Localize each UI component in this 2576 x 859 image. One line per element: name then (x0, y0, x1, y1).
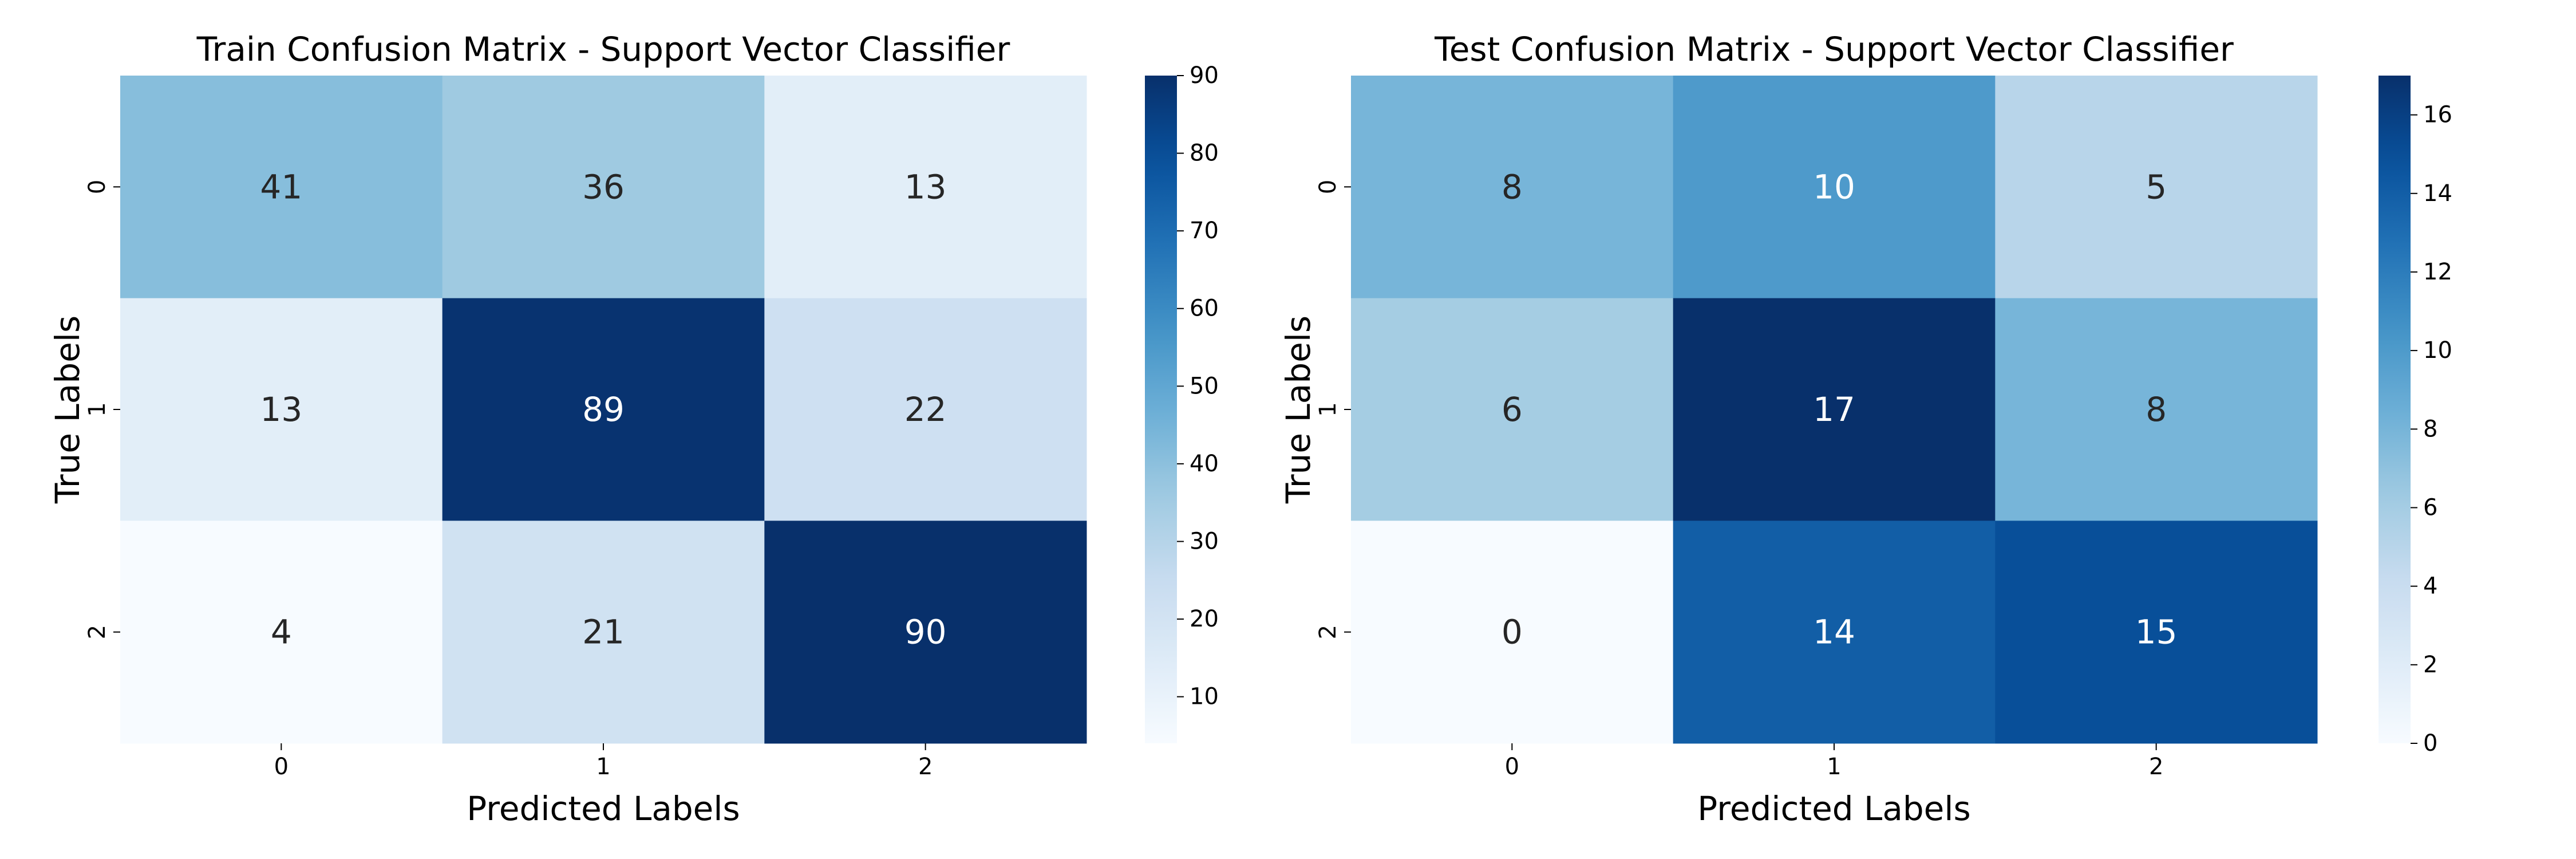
heatmap-cell (442, 298, 765, 521)
cell-value-label: 13 (904, 167, 947, 206)
chart-title: Test Confusion Matrix - Support Vector C… (1434, 30, 2234, 69)
cell-value-label: 89 (582, 390, 625, 429)
chart-title: Train Confusion Matrix - Support Vector … (196, 30, 1010, 69)
cell-value-label: 36 (582, 167, 625, 206)
heatmap-cell (1673, 521, 1996, 744)
colorbar (2379, 76, 2411, 743)
y-tick-label: 2 (1315, 625, 1341, 639)
x-tick-label: 2 (918, 754, 933, 780)
heatmap-cell (764, 298, 1087, 521)
colorbar-tick-label: 90 (1190, 62, 1219, 89)
colorbar-tick-label: 10 (2423, 337, 2452, 364)
colorbar-tick-label: 70 (1190, 218, 1219, 244)
heatmap-cell (1995, 298, 2318, 521)
cell-value-label: 14 (1813, 613, 1855, 652)
cell-value-label: 4 (271, 613, 292, 652)
heatmap-cell (120, 521, 443, 744)
cell-value-label: 22 (904, 390, 947, 429)
colorbar-tick-label: 50 (1190, 373, 1219, 399)
colorbar-tick-label: 60 (1190, 295, 1219, 322)
colorbar (1145, 76, 1177, 743)
x-axis-label: Predicted Labels (1697, 789, 1970, 828)
heatmap-cell (120, 298, 443, 521)
heatmap-cell (1351, 298, 1674, 521)
cell-value-label: 5 (2146, 167, 2167, 206)
heatmap-cell (1673, 298, 1996, 521)
heatmap-cell (764, 76, 1087, 299)
heatmap-cell (120, 76, 443, 299)
colorbar-tick-label: 2 (2423, 652, 2437, 678)
y-tick-label: 0 (84, 180, 110, 194)
cell-value-label: 21 (582, 613, 625, 652)
heatmap-cell (1351, 521, 1674, 744)
heatmap-cell (1673, 76, 1996, 299)
cell-value-label: 41 (260, 167, 302, 206)
y-tick-label: 1 (1315, 402, 1341, 416)
y-tick-label: 2 (84, 625, 110, 639)
heatmap-cell (1995, 76, 2318, 299)
cell-value-label: 17 (1813, 390, 1855, 429)
colorbar-tick-label: 0 (2423, 730, 2437, 756)
y-tick-label: 1 (84, 402, 110, 416)
heatmap-cell (764, 521, 1087, 744)
x-tick-label: 1 (1827, 754, 1841, 780)
colorbar-tick-label: 10 (1190, 684, 1219, 710)
heatmap-cell (1995, 521, 2318, 744)
cell-value-label: 0 (1502, 613, 1523, 652)
cell-value-label: 10 (1813, 167, 1855, 206)
cell-value-label: 13 (260, 390, 302, 429)
colorbar-tick-label: 80 (1190, 140, 1219, 167)
colorbar-tick-label: 4 (2423, 573, 2437, 600)
cell-value-label: 8 (1502, 167, 1523, 206)
colorbar-tick-label: 12 (2423, 259, 2452, 285)
cell-value-label: 6 (1502, 390, 1523, 429)
colorbar-tick-label: 6 (2423, 494, 2437, 521)
colorbar-tick-label: 14 (2423, 180, 2452, 207)
x-tick-label: 0 (1505, 754, 1519, 780)
colorbar-tick-label: 20 (1190, 606, 1219, 632)
colorbar-tick-label: 30 (1190, 528, 1219, 554)
heatmap-cell (442, 76, 765, 299)
cell-value-label: 15 (2135, 613, 2178, 652)
heatmap-cell (1351, 76, 1674, 299)
y-axis-label: True Labels (1279, 316, 1318, 504)
colorbar-tick-label: 16 (2423, 102, 2452, 128)
y-tick-label: 0 (1315, 180, 1341, 194)
colorbar-tick-label: 40 (1190, 451, 1219, 477)
colorbar-tick-label: 8 (2423, 416, 2437, 442)
x-tick-label: 2 (2149, 754, 2163, 780)
heatmap-cell (442, 521, 765, 744)
cell-value-label: 90 (904, 613, 947, 652)
y-axis-label: True Labels (48, 316, 87, 504)
x-tick-label: 1 (596, 754, 610, 780)
cell-value-label: 8 (2146, 390, 2167, 429)
x-tick-label: 0 (274, 754, 289, 780)
x-axis-label: Predicted Labels (467, 789, 740, 828)
